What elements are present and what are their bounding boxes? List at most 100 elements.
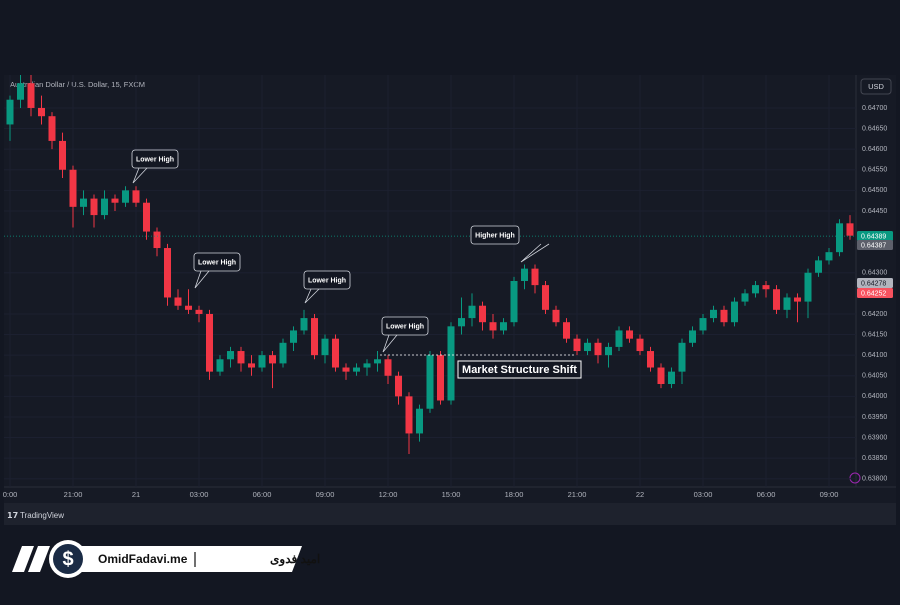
stripe [282, 546, 302, 572]
y-tick-label: 0.64450 [862, 208, 887, 215]
candle-body [836, 223, 843, 253]
candle-body [741, 293, 749, 302]
y-tick-label: 0.64050 [862, 373, 887, 380]
candle-body [794, 297, 801, 302]
candle-body [69, 169, 77, 207]
price-tag [857, 288, 893, 298]
candle-body [395, 375, 402, 397]
callout-pointer [520, 243, 550, 263]
y-tick-label: 0.64000 [862, 393, 887, 400]
shift-box [457, 360, 582, 379]
callout-pointer [132, 167, 148, 184]
candle-body [122, 190, 129, 203]
y-tick-label: 0.64100 [862, 352, 887, 359]
callout-box [470, 225, 520, 245]
candle-body [531, 268, 539, 286]
candle-body [216, 359, 224, 372]
candle-body [689, 330, 696, 343]
callout-box [193, 252, 241, 272]
logo-dollar: $ [62, 548, 73, 570]
candle-body [762, 285, 770, 290]
currency-box [860, 78, 892, 95]
candle-body [164, 248, 171, 298]
candle-body [699, 318, 707, 331]
brand: TradingView [20, 511, 64, 520]
candle-body [584, 342, 591, 352]
footer-bar [4, 503, 896, 525]
candle-body [90, 198, 98, 216]
candle-body [48, 116, 56, 141]
y-tick-label: 0.64600 [862, 146, 887, 153]
y-tick-label: 0.63900 [862, 434, 887, 441]
callout-box [131, 149, 179, 169]
callout-box [303, 270, 351, 290]
x-tick-label: 06:00 [253, 490, 272, 499]
x-tick-label: 03:00 [190, 490, 209, 499]
candle-body [132, 190, 140, 203]
candle-body [447, 326, 455, 401]
x-tick-label: 12:00 [379, 490, 398, 499]
callout-label: Lower High [308, 277, 346, 284]
candle-body [563, 322, 570, 339]
candle-body [27, 83, 35, 108]
callout-label: Higher High [475, 232, 515, 239]
candle-body [846, 223, 854, 236]
plot: 0.64700 0.64650 0.64600 0.64550 0.64500 0.644… [3, 75, 887, 499]
candle-body [489, 322, 497, 331]
candle-body [363, 363, 371, 368]
author: امید فدوی [270, 552, 320, 567]
candle-body [647, 351, 654, 368]
candle-body [258, 355, 266, 368]
y-tick-label: 0.64150 [862, 331, 887, 338]
candle-body [668, 371, 675, 384]
x-tick-label: 21 [132, 490, 140, 499]
price-tag-label: 0.64389 [861, 233, 886, 240]
y-tick-label: 0.63950 [862, 414, 887, 421]
y-tick-label: 0.63800 [862, 476, 887, 483]
price-tag-label: 0.64387 [861, 242, 886, 249]
candle-body [804, 272, 812, 302]
price-tag [857, 231, 893, 241]
x-tick-label: 03:00 [694, 490, 713, 499]
currency: USD [868, 82, 884, 91]
x-tick-label: 18:00 [505, 490, 524, 499]
candle-body [342, 367, 350, 372]
stripe [28, 546, 50, 572]
candle-body [111, 198, 119, 203]
symbol-title: Australian Dollar / U.S. Dollar, 15, FXC… [10, 80, 145, 89]
candle-body [552, 309, 560, 323]
candle-body [521, 268, 528, 281]
candle-body [248, 363, 255, 368]
candle-body [101, 198, 108, 216]
callout-label: Lower High [386, 323, 424, 330]
banner: $ OmidFadavi.me امید فدوی [12, 540, 320, 578]
price-tag-label: 0.64252 [861, 290, 886, 297]
price-tag [857, 240, 893, 250]
candle-body [573, 338, 581, 352]
x-tick-label: 06:00 [757, 490, 776, 499]
candle-body [6, 99, 14, 125]
logo [53, 544, 83, 574]
y-tick-label: 0.63850 [862, 455, 887, 462]
banner-pill [70, 546, 298, 572]
candle-body [80, 198, 87, 207]
candle-body [815, 260, 822, 273]
y-tick-label: 0.64300 [862, 270, 887, 277]
shift-label: Market Structure Shift [462, 364, 577, 376]
candle-body [38, 107, 45, 117]
x-tick-label: 09:00 [820, 490, 839, 499]
candle-body [426, 355, 434, 409]
candle-body [227, 351, 234, 360]
candle-body [825, 252, 833, 261]
candle-body [542, 285, 549, 310]
x-tick-label: 21:00 [568, 490, 587, 499]
callout-pointer [382, 334, 398, 353]
candle-body [752, 285, 759, 294]
candle-body [657, 367, 665, 384]
candle-body [384, 359, 392, 376]
y-tick-label: 0.64200 [862, 311, 887, 318]
callout-label: Lower High [136, 156, 174, 163]
candle-body [783, 297, 791, 310]
y-tick-label: 0.64550 [862, 167, 887, 174]
